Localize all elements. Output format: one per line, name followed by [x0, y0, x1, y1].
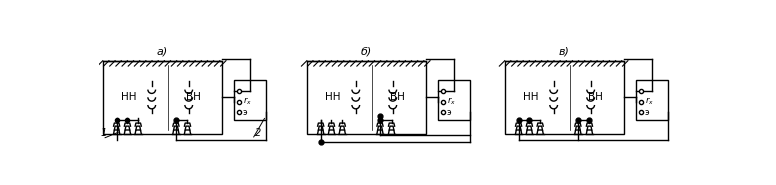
Bar: [234, 80, 266, 120]
Text: б): б): [361, 47, 372, 57]
Text: НН: НН: [523, 92, 539, 102]
Bar: [636, 80, 668, 120]
Text: НН: НН: [325, 92, 341, 102]
Text: $r_x$: $r_x$: [243, 96, 252, 107]
Text: –: –: [645, 86, 650, 96]
Text: в): в): [559, 47, 570, 57]
Text: ВН: ВН: [588, 92, 603, 102]
Bar: [438, 80, 470, 120]
Text: э: э: [447, 108, 452, 117]
Bar: [504, 61, 624, 134]
Text: $r_x$: $r_x$: [645, 96, 654, 107]
Text: ВН: ВН: [390, 92, 405, 102]
Text: а): а): [157, 47, 168, 57]
Text: –: –: [243, 86, 248, 96]
Text: НН: НН: [121, 92, 137, 102]
Text: 2: 2: [255, 128, 262, 138]
Text: –: –: [447, 86, 452, 96]
Bar: [307, 61, 426, 134]
Text: 1: 1: [100, 128, 106, 138]
Text: ВН: ВН: [186, 92, 201, 102]
Text: э: э: [243, 108, 248, 117]
Text: э: э: [645, 108, 650, 117]
Bar: [102, 61, 222, 134]
Text: $r_x$: $r_x$: [447, 96, 456, 107]
